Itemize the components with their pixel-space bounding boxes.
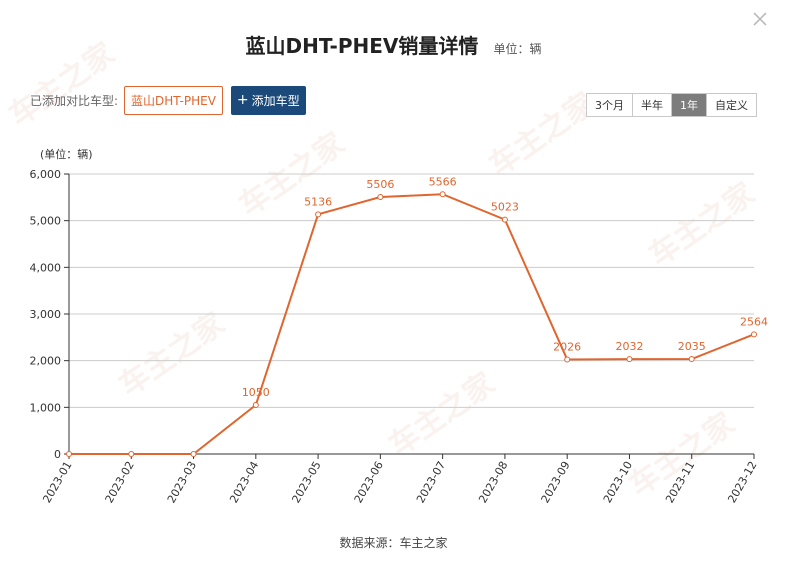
y-tick-label: 6,000 <box>30 168 62 181</box>
x-tick-label: 2023-05 <box>289 459 323 505</box>
data-point <box>439 191 446 198</box>
x-tick-label: 2023-07 <box>414 459 448 505</box>
y-axis-unit: (单位：辆) <box>40 148 93 161</box>
series-line <box>69 193 755 455</box>
y-tick-label: 2,000 <box>30 355 62 368</box>
data-label: 2035 <box>678 340 706 353</box>
chart-header: 蓝山DHT-PHEV销量详情 单位：辆 <box>0 30 787 59</box>
range-3-months[interactable]: 3个月 <box>587 94 633 116</box>
data-point <box>128 451 135 457</box>
compare-label: 已添加对比车型: <box>30 93 119 108</box>
y-tick-label: 4,000 <box>30 261 62 274</box>
unit-label: 单位：辆 <box>493 42 542 56</box>
data-point <box>66 451 72 457</box>
compare-row: 已添加对比车型: 蓝山DHT-PHEV + 添加车型 <box>30 85 306 115</box>
data-label: 2564 <box>740 315 768 328</box>
add-model-button[interactable]: + 添加车型 <box>230 85 306 115</box>
x-tick-label: 2023-04 <box>227 459 261 505</box>
data-point <box>252 402 259 408</box>
data-point <box>190 451 197 457</box>
plus-icon: + <box>236 92 249 108</box>
y-tick-label: 1,000 <box>30 401 62 414</box>
data-point <box>501 216 508 223</box>
data-label: 1050 <box>242 386 270 399</box>
data-label: 2032 <box>615 340 643 353</box>
data-label: 5506 <box>366 178 394 191</box>
data-point <box>751 331 757 338</box>
x-tick-label: 2023-03 <box>165 459 199 505</box>
data-source: 数据来源：车主之家 <box>339 536 448 550</box>
range-half-year[interactable]: 半年 <box>633 94 672 116</box>
close-icon[interactable] <box>751 10 769 28</box>
y-tick-label: 0 <box>54 448 61 461</box>
add-model-label: 添加车型 <box>251 93 300 108</box>
x-tick-label: 2023-02 <box>103 459 137 505</box>
x-tick-label: 2023-08 <box>476 459 510 505</box>
range-custom[interactable]: 自定义 <box>707 94 756 116</box>
x-tick-label: 2023-10 <box>601 459 635 505</box>
compared-model-tag[interactable]: 蓝山DHT-PHEV <box>124 85 223 115</box>
data-point <box>564 356 571 363</box>
data-label: 5566 <box>429 175 457 188</box>
chart-title: 蓝山DHT-PHEV销量详情 <box>245 34 479 58</box>
x-tick-label: 2023-09 <box>539 459 573 505</box>
x-tick-label: 2023-11 <box>663 459 697 505</box>
y-tick-label: 3,000 <box>30 308 62 321</box>
range-1-year[interactable]: 1年 <box>672 94 707 116</box>
x-tick-label: 2023-06 <box>352 459 386 505</box>
data-point <box>315 211 322 218</box>
data-point <box>626 356 633 363</box>
x-tick-label: 2023-12 <box>725 459 759 505</box>
data-label: 2026 <box>553 340 581 353</box>
time-range-selector: 3个月 半年 1年 自定义 <box>586 93 757 117</box>
y-tick-label: 5,000 <box>30 215 62 228</box>
data-point <box>377 194 384 201</box>
data-label: 5136 <box>304 195 332 208</box>
data-label: 5023 <box>491 201 519 214</box>
data-point <box>688 356 695 363</box>
x-tick-label: 2023-01 <box>40 459 74 505</box>
